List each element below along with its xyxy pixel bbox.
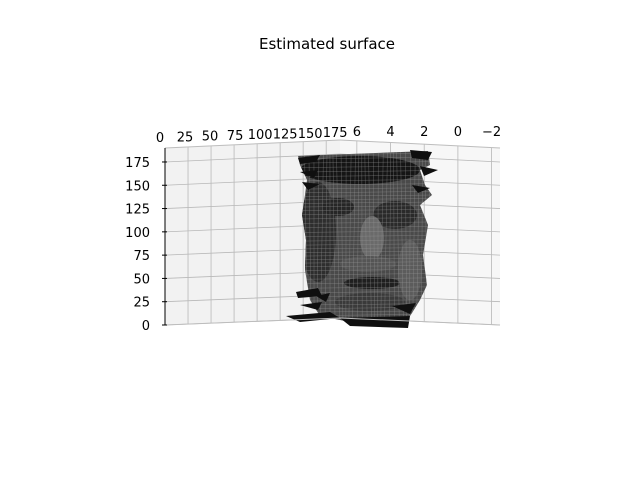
y-tick-label: 0 — [454, 125, 462, 140]
surface-mesh-col — [356, 151, 360, 323]
surface-mesh-col — [380, 151, 384, 323]
surface-mesh-col — [396, 151, 400, 323]
top-edge-right — [339, 139, 501, 149]
z-tick-label: 100 — [125, 226, 150, 241]
left-pane — [165, 140, 340, 325]
surface-mesh-col — [409, 151, 411, 323]
z-tick-label: 0 — [142, 319, 150, 334]
surface-shade-patch — [335, 293, 405, 311]
surface-edge-spike — [410, 150, 432, 160]
surface-mesh-col — [377, 151, 379, 323]
surface-mesh-row — [298, 250, 432, 253]
surface-mesh-col — [393, 151, 395, 323]
z-gridline — [164, 153, 501, 163]
surface-mesh-row — [298, 247, 432, 250]
surface-mesh-row — [298, 235, 432, 238]
surface-mesh-col — [372, 151, 376, 323]
surface-mesh-col — [332, 151, 336, 323]
surface-mesh-row — [298, 226, 432, 229]
surface-mesh-row — [298, 183, 432, 186]
y-tick-label: 4 — [386, 125, 394, 140]
surface-mesh-row — [298, 286, 432, 289]
z-tick-label: 50 — [133, 272, 150, 287]
surface-edge-spike — [300, 302, 322, 310]
y-tick-label: 2 — [420, 125, 428, 140]
surface-mesh-row — [298, 277, 432, 280]
surface-mesh-col — [336, 151, 340, 323]
x-tick-label: 0 — [156, 131, 164, 146]
pane-edges — [164, 139, 501, 326]
surface-edge-spike — [300, 170, 318, 178]
surface-edge-spike — [302, 182, 320, 190]
y-tick-label: −2 — [482, 125, 501, 140]
surface-mesh-row — [298, 269, 432, 271]
bottom-edge-right — [339, 317, 501, 326]
surface-mesh-row — [298, 187, 432, 190]
surface-mesh-col — [400, 151, 404, 323]
surface-mesh-row — [298, 299, 432, 302]
surface-mesh-col — [368, 151, 372, 323]
surface-shade-patch — [340, 256, 396, 272]
surface-mesh-col — [416, 151, 420, 323]
surface-mesh-col — [384, 151, 388, 323]
surface-edge-spike — [392, 303, 416, 314]
surface-shade-patch — [322, 198, 354, 216]
surface-mesh-row — [298, 243, 432, 246]
top-edge-left — [164, 139, 341, 149]
surface-mesh-col — [405, 151, 407, 323]
surface-mesh-row — [298, 230, 432, 233]
surface-mesh-row — [298, 257, 432, 260]
surface-mesh — [286, 150, 438, 328]
x-tick-label: 75 — [227, 129, 244, 144]
surface-edge-spike — [316, 293, 330, 302]
x-tick-label: 25 — [177, 130, 194, 145]
surface-edge-spike — [298, 155, 320, 164]
z-tick-label: 150 — [125, 179, 150, 194]
surface-mesh-col — [412, 151, 416, 323]
chart-title: Estimated surface — [259, 35, 395, 53]
z-tick-label: 175 — [125, 156, 150, 171]
x-tick-label: 150 — [298, 127, 323, 142]
surface-edge-spike — [340, 316, 410, 328]
surface-edge-spike — [412, 185, 430, 193]
x-tick-label: 125 — [273, 128, 298, 143]
surface-mesh-col — [364, 151, 368, 323]
z-tick-label: 25 — [133, 296, 150, 311]
surface-mesh-col — [389, 151, 391, 323]
surface-mesh-row — [298, 310, 432, 313]
surface-mesh-col — [340, 151, 344, 323]
surface-edge-spike — [296, 288, 322, 298]
surface-mesh-row — [298, 254, 432, 257]
surface-mesh-row — [298, 261, 432, 264]
surface-edge-spike — [420, 166, 438, 176]
surface-mesh-row — [298, 239, 432, 242]
surface-mesh-col — [348, 151, 352, 323]
surface-mesh-row — [298, 265, 432, 268]
z-tick-label: 75 — [133, 249, 150, 264]
surface-mesh-row — [298, 179, 432, 182]
surface-mesh-row — [298, 273, 432, 276]
x-tick-label: 50 — [202, 130, 219, 145]
bottom-edge-left — [164, 317, 341, 326]
x-tick-label: 175 — [323, 126, 348, 141]
x-tick-label: 100 — [248, 128, 273, 143]
surface-mesh-col — [352, 151, 356, 323]
surface-mesh-row — [298, 282, 432, 284]
surface-mesh-row — [298, 191, 432, 194]
z-tick-label: 125 — [125, 203, 150, 218]
y-tick-label: 6 — [353, 125, 361, 140]
